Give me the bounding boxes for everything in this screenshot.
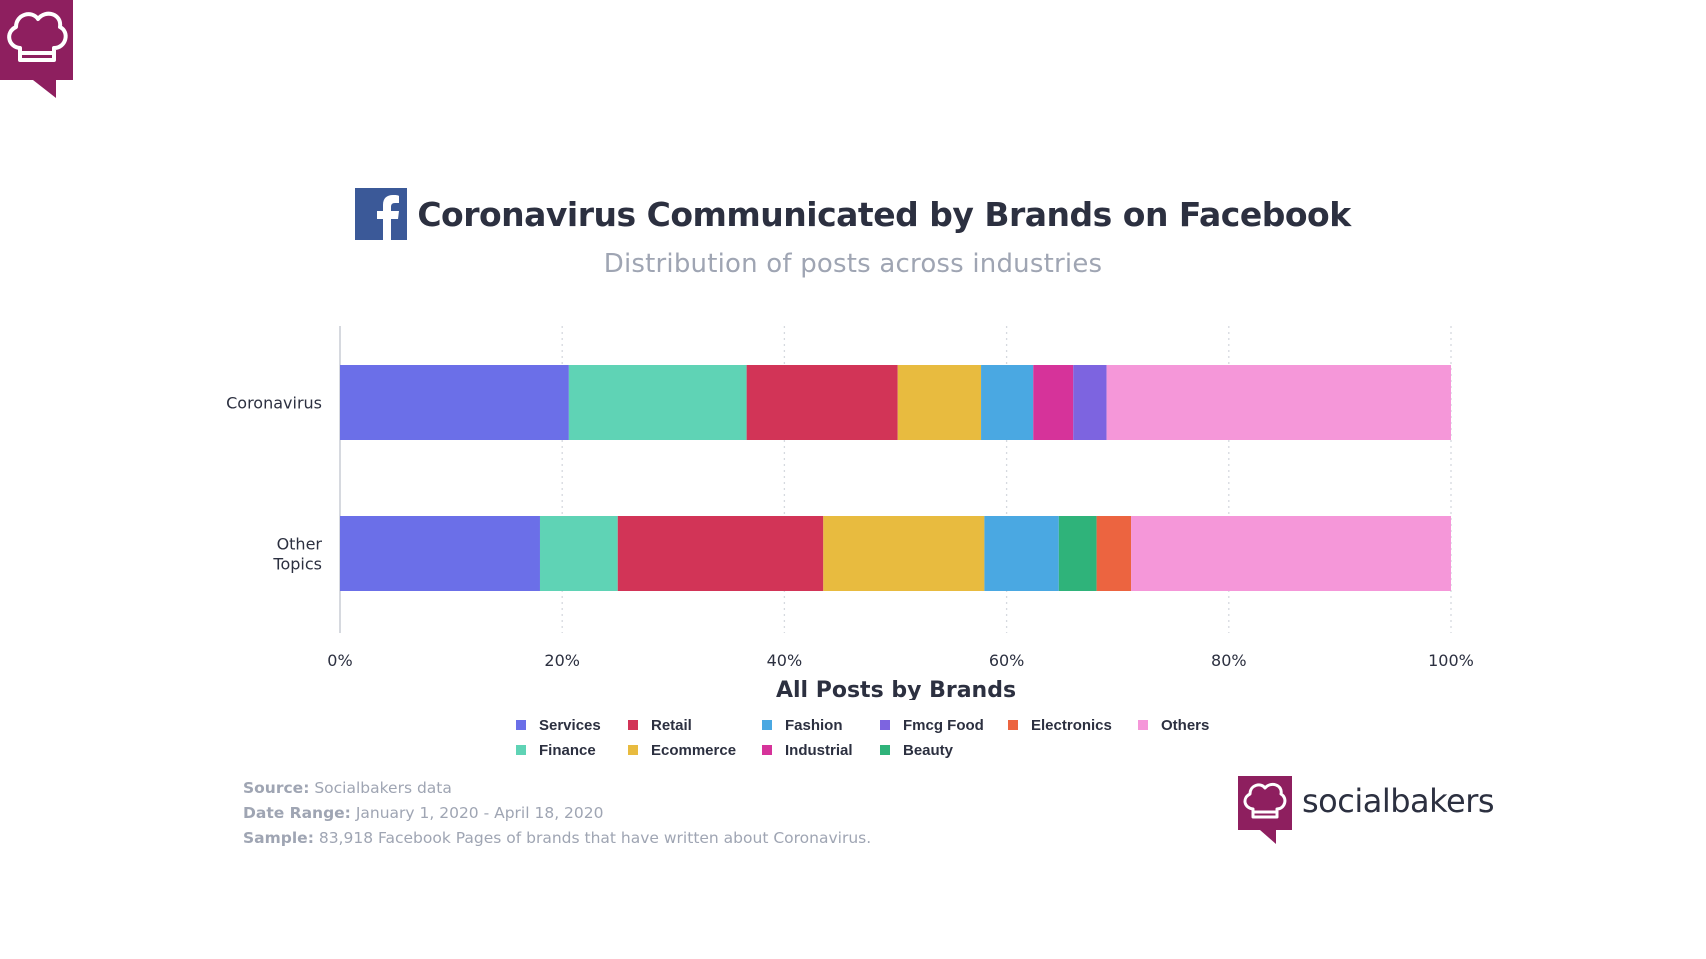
x-tick-labels: 0% 20% 40% 60% 80% 100% [327,651,1474,670]
legend-swatch [628,720,638,730]
footnote-key: Source: [243,779,310,797]
bar-segment [981,365,1034,440]
legend-swatch [880,745,890,755]
legend-label: Industrial [785,741,853,759]
legend-label: Beauty [903,741,954,759]
x-tick-label: 20% [544,651,580,670]
footnote-key: Date Range: [243,804,351,822]
facebook-f-glyph [377,195,400,240]
footnote-value: January 1, 2020 - April 18, 2020 [350,804,604,822]
legend-swatch [516,720,526,730]
footnote-key: Sample: [243,829,314,847]
category-label: Other Topics [272,535,322,574]
category-label-line: Topics [272,555,322,574]
legend-item: Electronics [1008,715,1138,735]
category-label: Coronavirus [226,394,322,413]
bar-segment [568,365,747,440]
chart-subtitle: Distribution of posts across industries [603,249,1103,279]
legend-label: Others [1161,716,1210,734]
bar-segment [897,365,982,440]
x-tick-label: 60% [989,651,1025,670]
footnote-value: Socialbakers data [309,779,452,797]
bar-segment [1033,365,1074,440]
bar-segment [1096,516,1132,591]
legend-item: Finance [516,740,628,760]
bars [340,365,1451,591]
socialbakers-chef-hat-icon [1238,776,1292,844]
bar-segment [1131,516,1451,591]
legend-swatch [880,720,890,730]
corner-logo [0,0,73,98]
bar-segment [340,516,540,591]
legend-item: Industrial [762,740,880,760]
x-tick-label: 100% [1428,651,1474,670]
legend-item: Retail [628,715,762,735]
legend-label: Services [539,716,601,734]
chart-title: Coronavirus Communicated by Brands on Fa… [417,194,1351,234]
legend-item: Beauty [880,740,1008,760]
brand-icon-tail [1260,830,1276,844]
corner-logo-background [0,0,73,80]
legend-label: Fmcg Food [903,716,984,734]
chart-header: Coronavirus Communicated by Brands on Fa… [0,188,1706,279]
brand-icon-background [1238,776,1292,830]
footnote-source: Source: Socialbakers data [243,776,871,801]
bar-segment [1073,365,1107,440]
legend-swatch [628,745,638,755]
footnote-sample: Sample: 83,918 Facebook Pages of brands … [243,826,871,851]
footnote-date-range: Date Range: January 1, 2020 - April 18, … [243,801,871,826]
footnotes: Source: Socialbakers data Date Range: Ja… [243,776,871,851]
bar-segment [1106,365,1451,440]
legend: Services Retail Fashion Fmcg Food Electronic… [516,715,1236,760]
bar-segment [984,516,1059,591]
category-labels: Coronavirus Other Topics [226,394,322,574]
category-label-line: Other [277,535,323,554]
legend-swatch [762,745,772,755]
brand-name: socialbakers [1302,782,1495,820]
legend-item: Ecommerce [628,740,762,760]
corner-logo-tail [33,80,56,98]
socialbakers-chef-hat-icon [7,11,68,62]
title-row: Coronavirus Communicated by Brands on Fa… [355,188,1351,240]
x-tick-label: 80% [1211,651,1247,670]
legend-label: Fashion [785,716,843,734]
legend-swatch [762,720,772,730]
x-tick-label: 0% [327,651,352,670]
legend-swatch [1138,720,1148,730]
legend-label: Electronics [1031,716,1112,734]
legend-label: Ecommerce [651,741,737,759]
facebook-icon [355,188,408,240]
bar-segment [746,365,898,440]
legend-swatch [516,745,526,755]
legend-label: Retail [651,716,692,734]
brand-logo: socialbakers [1238,776,1495,844]
x-tick-label: 40% [767,651,803,670]
bar-segment [539,516,618,591]
stacked-bar-chart: Coronavirus Other Topics 0% 20% 40% 60% 80% 100… [226,326,1474,700]
x-axis-title: All Posts by Brands [776,678,1016,700]
footnote-value: 83,918 Facebook Pages of brands that hav… [313,829,872,847]
legend-item: Fmcg Food [880,715,1008,735]
bar-segment [340,365,569,440]
legend-item: Services [516,715,628,735]
bar-segment [1058,516,1097,591]
legend-item: Fashion [762,715,880,735]
bar-segment [823,516,985,591]
category-label-line: Coronavirus [226,394,322,413]
legend-label: Finance [539,741,596,759]
legend-swatch [1008,720,1018,730]
bar-segment [617,516,824,591]
legend-item: Others [1138,715,1228,735]
